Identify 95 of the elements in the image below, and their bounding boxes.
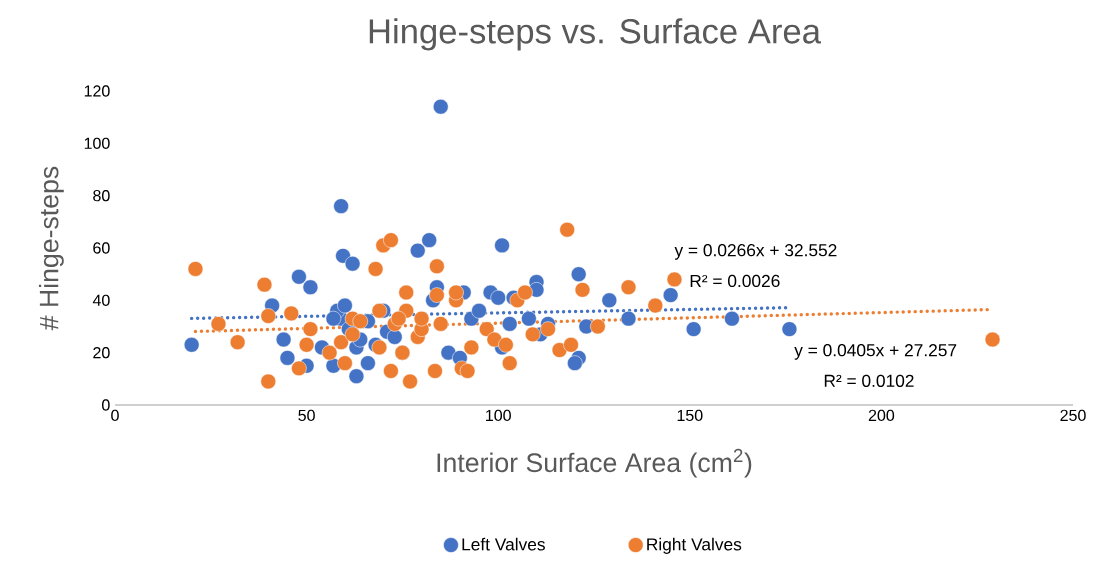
point [333,198,349,214]
point [501,355,518,371]
point [563,337,579,353]
point [348,368,365,384]
point [590,318,606,335]
point [494,237,510,254]
point [524,326,541,343]
point [344,255,361,272]
x-tick-label: 150 [677,409,703,422]
point [367,261,384,277]
point [210,316,227,332]
point [570,266,587,282]
point [490,289,506,306]
point [432,98,449,115]
point [398,284,414,301]
point [647,297,664,314]
point [662,287,679,303]
point [383,232,399,248]
legend-label: Right Valves [647,537,742,554]
point [335,248,351,264]
point [279,350,296,366]
point [337,355,353,371]
y-axis-title: # Hinge-steps [38,166,64,331]
x-tick-label: 100 [486,409,511,422]
point [984,331,1001,348]
annotation: R² = 0.0026 [690,274,780,288]
point [620,310,637,327]
y-tick-label: 120 [84,85,110,97]
x-tick-label: 0 [111,409,119,422]
point [498,337,514,353]
point [724,310,740,327]
point [291,360,307,377]
point [187,261,204,277]
point [321,344,338,361]
point [337,297,353,314]
point [448,284,464,301]
point [344,326,361,343]
point [620,279,637,295]
point [517,284,533,301]
point [325,310,342,327]
point [283,305,300,322]
point [352,313,368,329]
point [574,282,591,298]
annotation: R² = 0.0102 [824,374,914,387]
point [402,373,418,390]
point [478,321,495,337]
point [371,339,388,356]
annotation: y = 0.0405x + 27.257 [794,344,957,360]
point [666,271,683,288]
point [298,337,315,353]
y-tick-label: 80 [93,190,110,202]
point [360,355,376,371]
point [256,276,273,293]
x-tick-label: 250 [1060,409,1086,422]
annotation: y = 0.0266x + 32.552 [674,244,837,260]
point [429,258,445,275]
point [183,337,200,353]
point [471,303,487,319]
point [781,321,798,337]
point [501,316,518,332]
point [333,334,349,350]
y-tick-label: 40 [92,294,110,306]
point [429,287,445,303]
x-tick-label: 200 [868,409,895,422]
point [383,363,399,379]
point [459,363,476,379]
y-tick-label: 60 [93,242,110,254]
y-tick-label: 20 [93,347,110,359]
x-axis-title: Interior Surface Area (cm$^{2}$) [437,448,752,478]
legend-label: Left Valves [462,537,545,551]
x-tick-label: 50 [298,409,315,422]
point [551,342,568,358]
point [432,316,449,332]
y-tick-label: 0 [102,399,110,411]
y-tick-label: 100 [84,137,110,149]
point [410,242,426,259]
point [291,269,307,285]
point [229,334,246,350]
point [413,310,430,327]
point [427,363,443,379]
chart-title: Hinge-steps vs. Surface Area [369,18,821,51]
point [302,279,319,295]
point [421,232,437,248]
point [371,303,388,319]
point [260,308,277,324]
point [540,321,556,337]
point [521,310,537,327]
point [463,339,480,356]
point [275,331,292,348]
point [567,355,583,371]
point [559,221,575,238]
point [302,321,319,337]
point [601,292,618,309]
point [260,373,277,390]
point [685,321,702,337]
